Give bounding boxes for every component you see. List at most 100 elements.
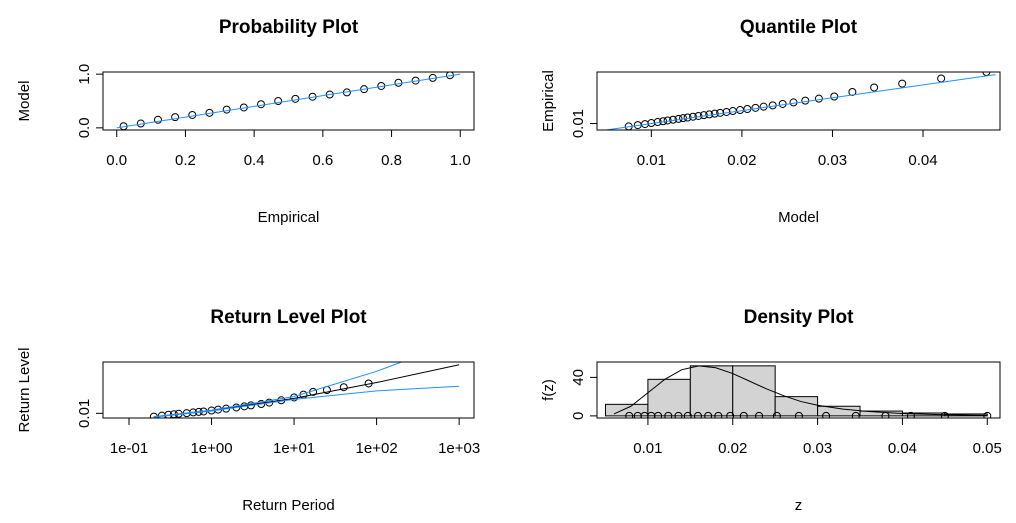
x-tick-label: 0.02 [718,440,747,457]
x-tick-label: 0.2 [175,152,196,169]
data-point [683,411,692,418]
data-point [188,110,197,119]
data-point [906,411,915,418]
data-point [654,411,663,418]
data-point [171,113,180,122]
y-axis-label: f(z) [540,379,557,401]
data-point [274,97,283,105]
data-point [222,105,231,114]
x-tick-label: 0.03 [818,152,847,169]
data-point [940,411,949,418]
histogram-bar [647,378,691,417]
y-tick-label: 0.0 [76,117,93,138]
y-tick-label: 0 [570,412,587,420]
x-tick-label: 0.02 [727,152,756,169]
plot-frame [596,71,1001,131]
x-tick-label: 0.4 [244,152,265,169]
line [153,385,460,418]
y-tick-label: 40 [570,369,587,386]
data-point [743,104,752,113]
x-tick-label: 1e+01 [273,440,315,457]
data-point [257,100,266,109]
x-tick-label: 0.05 [973,440,1002,457]
data-point [768,101,777,110]
x-axis-label: Model [778,209,819,226]
data-point [751,103,760,112]
data-point [736,106,745,115]
data-point [983,411,992,418]
data-point [739,411,748,418]
x-tick-label: 0.0 [106,152,127,169]
x-tick-label: 1e-01 [110,440,148,457]
data-point [794,411,803,418]
data-point [625,411,634,418]
panel-title: Quantile Plot [740,17,858,38]
data-point [822,411,831,418]
data-point [360,85,369,94]
data-point [778,99,787,108]
histogram-bar [817,405,861,417]
plot-area [604,365,992,418]
x-axis-label: Empirical [258,209,320,226]
y-tick-label: 1.0 [76,64,93,85]
data-point [937,74,946,83]
x-tick-label: 1e+02 [356,440,398,457]
histogram-bar [732,365,776,417]
data-point [325,90,334,99]
x-tick-label: 0.01 [637,152,666,169]
panel-title: Density Plot [744,307,854,328]
plot-area [116,72,461,130]
x-axis-label: Return Period [242,497,335,514]
data-point [153,115,162,124]
plot-frame [102,71,475,131]
data-point [704,411,713,418]
panel-title: Probability Plot [219,17,359,38]
data-point [801,96,810,105]
data-point [789,98,798,107]
x-tick-label: 0.03 [803,440,832,457]
data-point [814,94,823,103]
data-point [851,411,860,418]
x-tick-label: 1.0 [450,152,471,169]
panel-title: Return Level Plot [210,307,367,328]
plot-frame [596,361,1001,419]
plot-area [605,72,996,130]
x-tick-label: 0.01 [633,440,662,457]
x-axis-label: z [795,497,803,514]
data-point [755,411,764,418]
data-point [759,102,768,111]
data-point [772,411,781,418]
y-tick-label: 0.01 [76,399,93,428]
panel: Quantile Plot Model Empirical 0.01 0.02 0.03 0… [540,17,1001,226]
plot-area [149,362,460,418]
x-tick-label: 0.8 [381,152,402,169]
data-point [870,83,879,92]
data-point [674,411,683,418]
line [605,74,996,130]
plot-frame [102,361,475,419]
panel: Density Plot z f(z) 0.01 0.02 0.03 0.04 0.05 0 40 [540,307,1002,514]
x-tick-label: 1e+03 [438,440,480,457]
data-point [881,411,890,418]
line [153,362,402,418]
data-point [664,411,673,418]
y-tick-label: 0.01 [570,109,587,138]
y-axis-label: Return Level [16,347,33,432]
histogram-bar [689,365,734,417]
data-point [339,383,348,392]
y-axis-label: Model [16,81,33,122]
data-point [693,411,702,418]
line [116,73,461,129]
y-axis-label: Empirical [540,70,557,132]
data-point [714,411,723,418]
x-tick-label: 1e+00 [190,440,232,457]
data-point [726,411,735,418]
data-point [898,79,907,88]
panel: Probability Plot Empirical Model 0.0 0.2 0.4 0… [16,17,475,226]
x-tick-label: 0.04 [888,440,917,457]
panel: Return Level Plot Return Period Return Lev… [16,307,480,514]
line [613,365,988,416]
data-point [830,92,839,101]
data-point [291,94,300,103]
